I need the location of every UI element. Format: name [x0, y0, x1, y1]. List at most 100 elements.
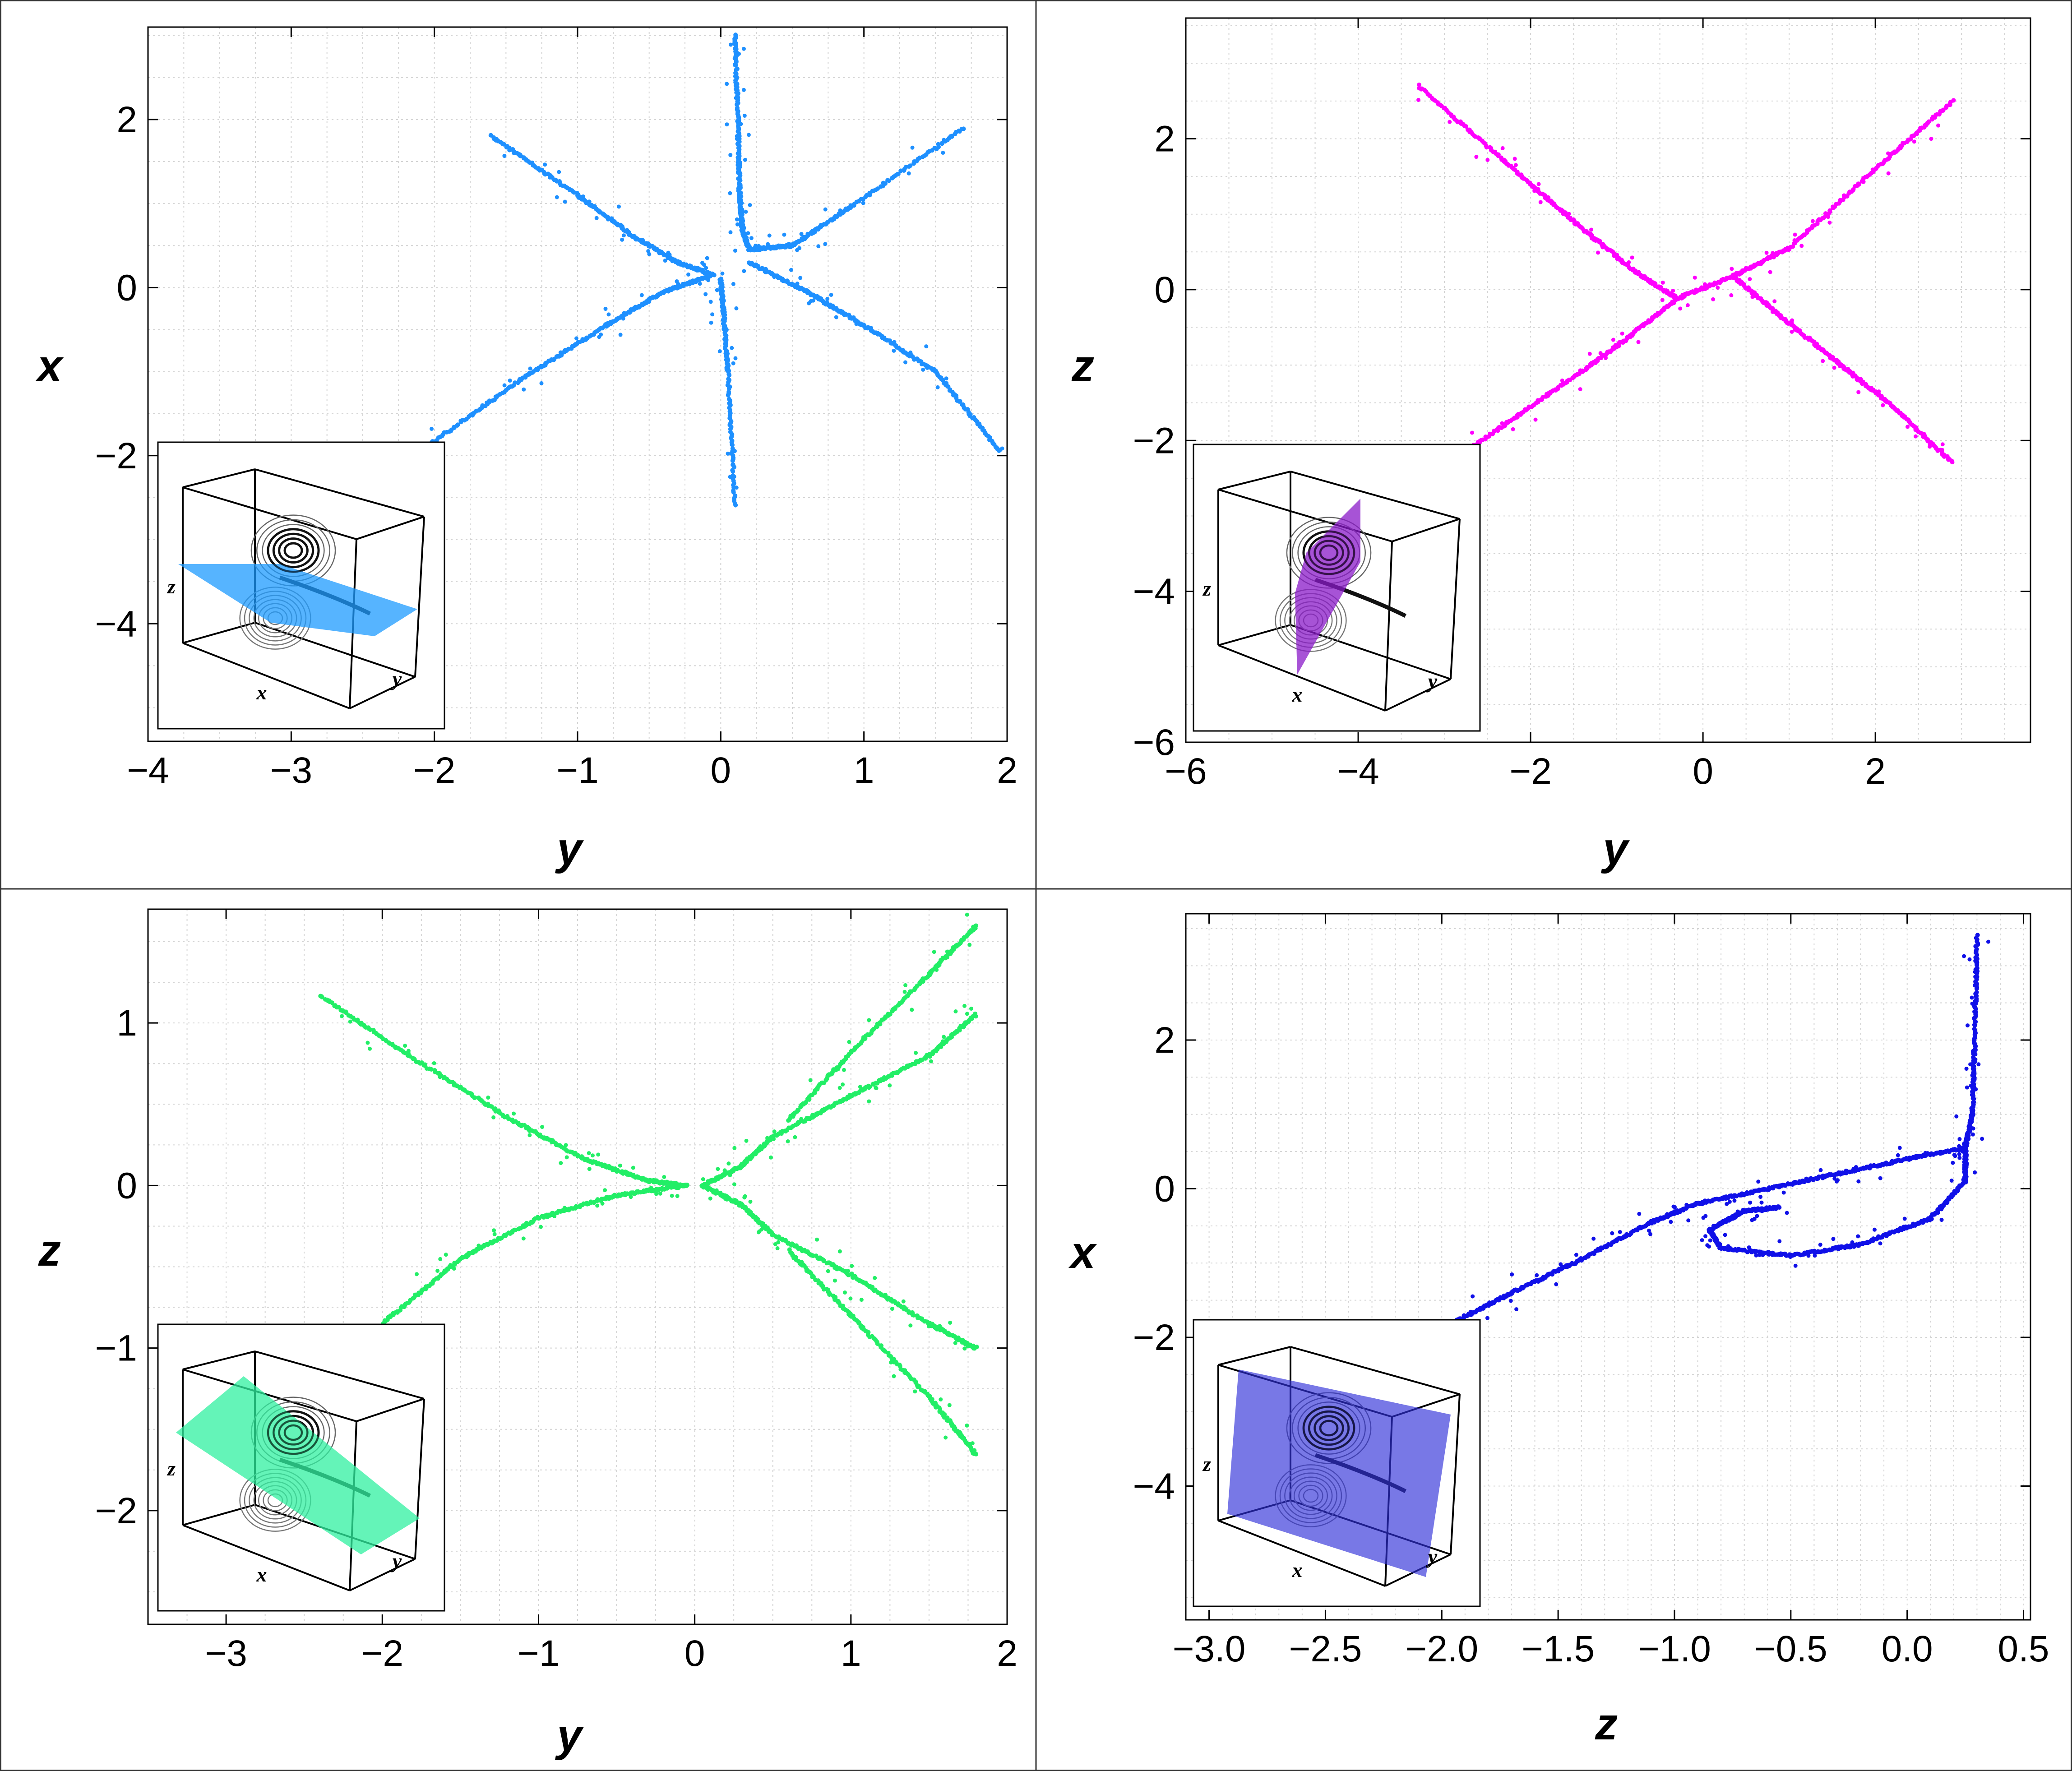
cube-edge [182, 1350, 255, 1370]
data-point [823, 242, 828, 246]
data-point [722, 1168, 727, 1173]
cube-edge [349, 1558, 416, 1591]
cube-edge [1392, 518, 1460, 542]
data-point [706, 278, 711, 282]
data-point [435, 1268, 440, 1273]
y-tick-label: −1 [95, 1328, 138, 1369]
data-point [1729, 293, 1734, 297]
x-tick-label: 2 [1865, 751, 1886, 792]
data-point [1750, 295, 1755, 299]
data-point [654, 294, 659, 298]
data-point [973, 1011, 978, 1016]
cube-edge [1218, 624, 1291, 646]
data-point [737, 51, 741, 56]
data-point [1643, 276, 1648, 280]
x-tick-label: −4 [1337, 751, 1379, 792]
data-point [528, 366, 532, 371]
data-point [837, 1249, 842, 1253]
data-point [493, 1109, 498, 1114]
data-point [1678, 306, 1683, 311]
data-point [1500, 421, 1504, 425]
data-point [1827, 220, 1832, 225]
data-point [1500, 146, 1505, 150]
data-point [892, 1374, 896, 1378]
data-point [857, 1321, 861, 1326]
data-point [728, 1173, 732, 1178]
data-point [563, 199, 567, 204]
data-point [744, 1138, 749, 1143]
data-point [708, 300, 713, 304]
y-tick-label: −6 [1133, 722, 1175, 763]
data-point [1895, 409, 1900, 413]
data-point [842, 1068, 846, 1072]
data-point [708, 1196, 712, 1201]
data-point [861, 201, 865, 205]
data-point [731, 282, 735, 286]
data-point [1823, 211, 1828, 216]
inset-x-label: x [256, 681, 267, 704]
data-point [1416, 97, 1420, 102]
data-point [1790, 329, 1794, 334]
cube-edge [1384, 541, 1393, 711]
x-tick-label: −0.5 [1754, 1628, 1827, 1669]
data-point [595, 1203, 600, 1208]
data-point [875, 186, 880, 191]
data-point [908, 350, 913, 355]
data-point [734, 306, 739, 310]
attractor-loop [284, 1424, 303, 1441]
panel-4: −3.0 −2.5 −2.0 −1.5 −1.0 −0.5 0.0 0.5−4−202zxxy… [1068, 913, 2049, 1749]
data-point [600, 326, 605, 331]
cube-edge [182, 642, 350, 709]
data-point [543, 162, 547, 167]
inset-y-label: y [390, 1549, 402, 1572]
data-point [850, 1264, 854, 1268]
x-tick-label: −2 [413, 750, 456, 791]
data-point [1725, 1202, 1729, 1206]
data-point [1793, 232, 1797, 237]
data-point [822, 1107, 826, 1111]
data-point [620, 237, 624, 242]
inset-x-label: x [256, 1563, 267, 1586]
data-point [769, 1155, 773, 1160]
data-point [1756, 1179, 1761, 1184]
data-point [1560, 378, 1564, 383]
data-point [621, 233, 626, 238]
section-plane [178, 564, 417, 636]
data-point [1637, 270, 1641, 274]
data-point [883, 181, 888, 186]
data-point [966, 1344, 970, 1349]
data-point [654, 1192, 659, 1196]
data-point [724, 1197, 728, 1202]
data-point [796, 1108, 800, 1113]
data-point [1611, 345, 1615, 350]
cube-edge [414, 1398, 425, 1559]
data-point [892, 340, 897, 344]
data-point [1926, 119, 1931, 124]
data-point [942, 1035, 946, 1039]
x-tick-label: −3 [205, 1633, 247, 1674]
data-point [1535, 1273, 1539, 1277]
inset-z-label: z [1202, 577, 1211, 600]
data-point [962, 1003, 967, 1008]
y-tick-label: −2 [1133, 420, 1175, 461]
data-point [743, 157, 747, 162]
data-point [557, 170, 561, 174]
data-point [621, 316, 625, 321]
y-tick-label: 0 [1154, 1169, 1175, 1210]
data-point [726, 1161, 731, 1166]
data-point [730, 458, 735, 463]
cube-edge [414, 516, 425, 677]
data-point [717, 349, 722, 354]
data-point [700, 261, 705, 265]
y-tick-label: 1 [116, 1003, 137, 1044]
data-point [555, 195, 559, 199]
y-tick-label: 0 [116, 1165, 137, 1206]
data-point [438, 1075, 442, 1079]
data-point [727, 401, 731, 406]
data-point [965, 912, 969, 917]
data-point [365, 1040, 370, 1045]
data-point [603, 307, 608, 311]
data-point [564, 1155, 569, 1160]
data-point [1950, 460, 1955, 465]
